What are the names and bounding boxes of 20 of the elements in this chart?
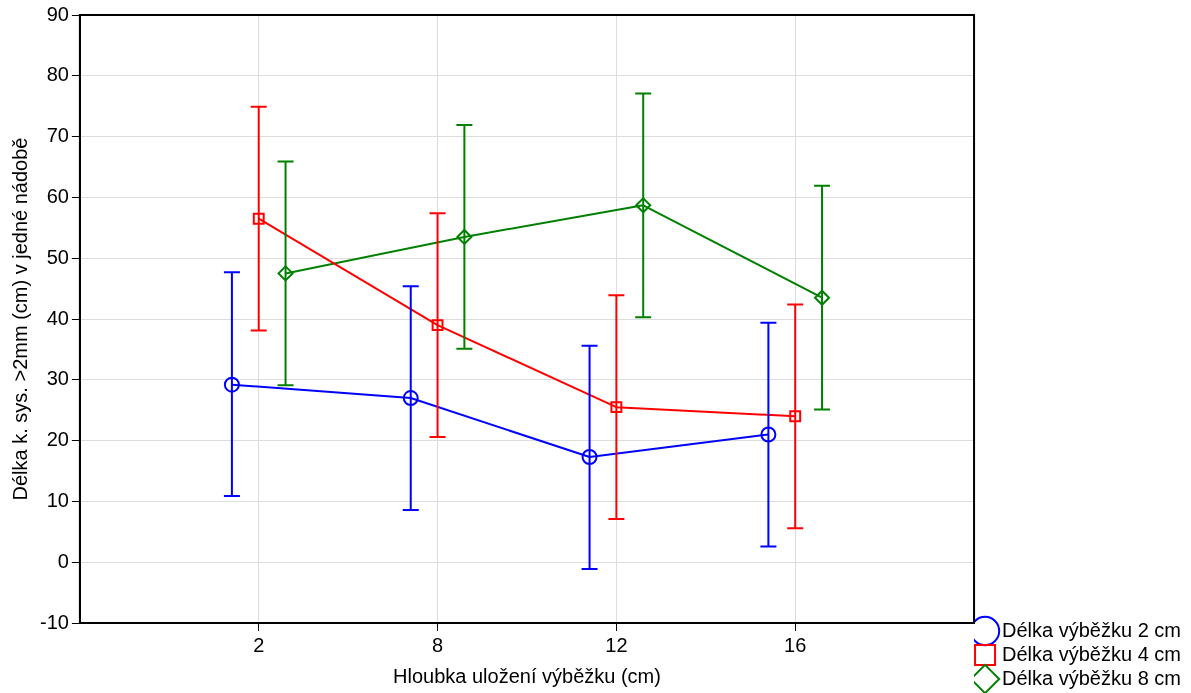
legend-label: Délka výběžku 2 cm <box>1002 618 1182 641</box>
y-tick-label: 60 <box>46 184 69 207</box>
y-tick-label: 20 <box>46 428 69 451</box>
x-tick-label: 12 <box>605 633 628 656</box>
y-tick-label: 10 <box>46 488 69 511</box>
legend-label: Délka výběžku 4 cm <box>1002 642 1182 665</box>
y-tick-label: 40 <box>46 306 69 329</box>
y-tick-label: 90 <box>46 2 69 25</box>
x-tick-label: 16 <box>784 633 807 656</box>
y-tick-label: 70 <box>46 124 69 147</box>
x-tick-label: 2 <box>253 633 265 656</box>
y-tick-label: 50 <box>46 245 69 268</box>
y-tick-label: -10 <box>40 610 69 633</box>
y-tick-label: 80 <box>46 63 69 86</box>
y-tick-label: 0 <box>57 549 69 572</box>
y-axis-title: Délka k. sys. >2mm (cm) v jedné nádobě <box>8 137 31 501</box>
legend-label: Délka výběžku 8 cm <box>1002 666 1182 689</box>
y-tick-label: 30 <box>46 367 69 390</box>
x-axis-title: Hloubka uložení výběžku (cm) <box>393 664 661 687</box>
x-tick-label: 8 <box>432 633 444 656</box>
